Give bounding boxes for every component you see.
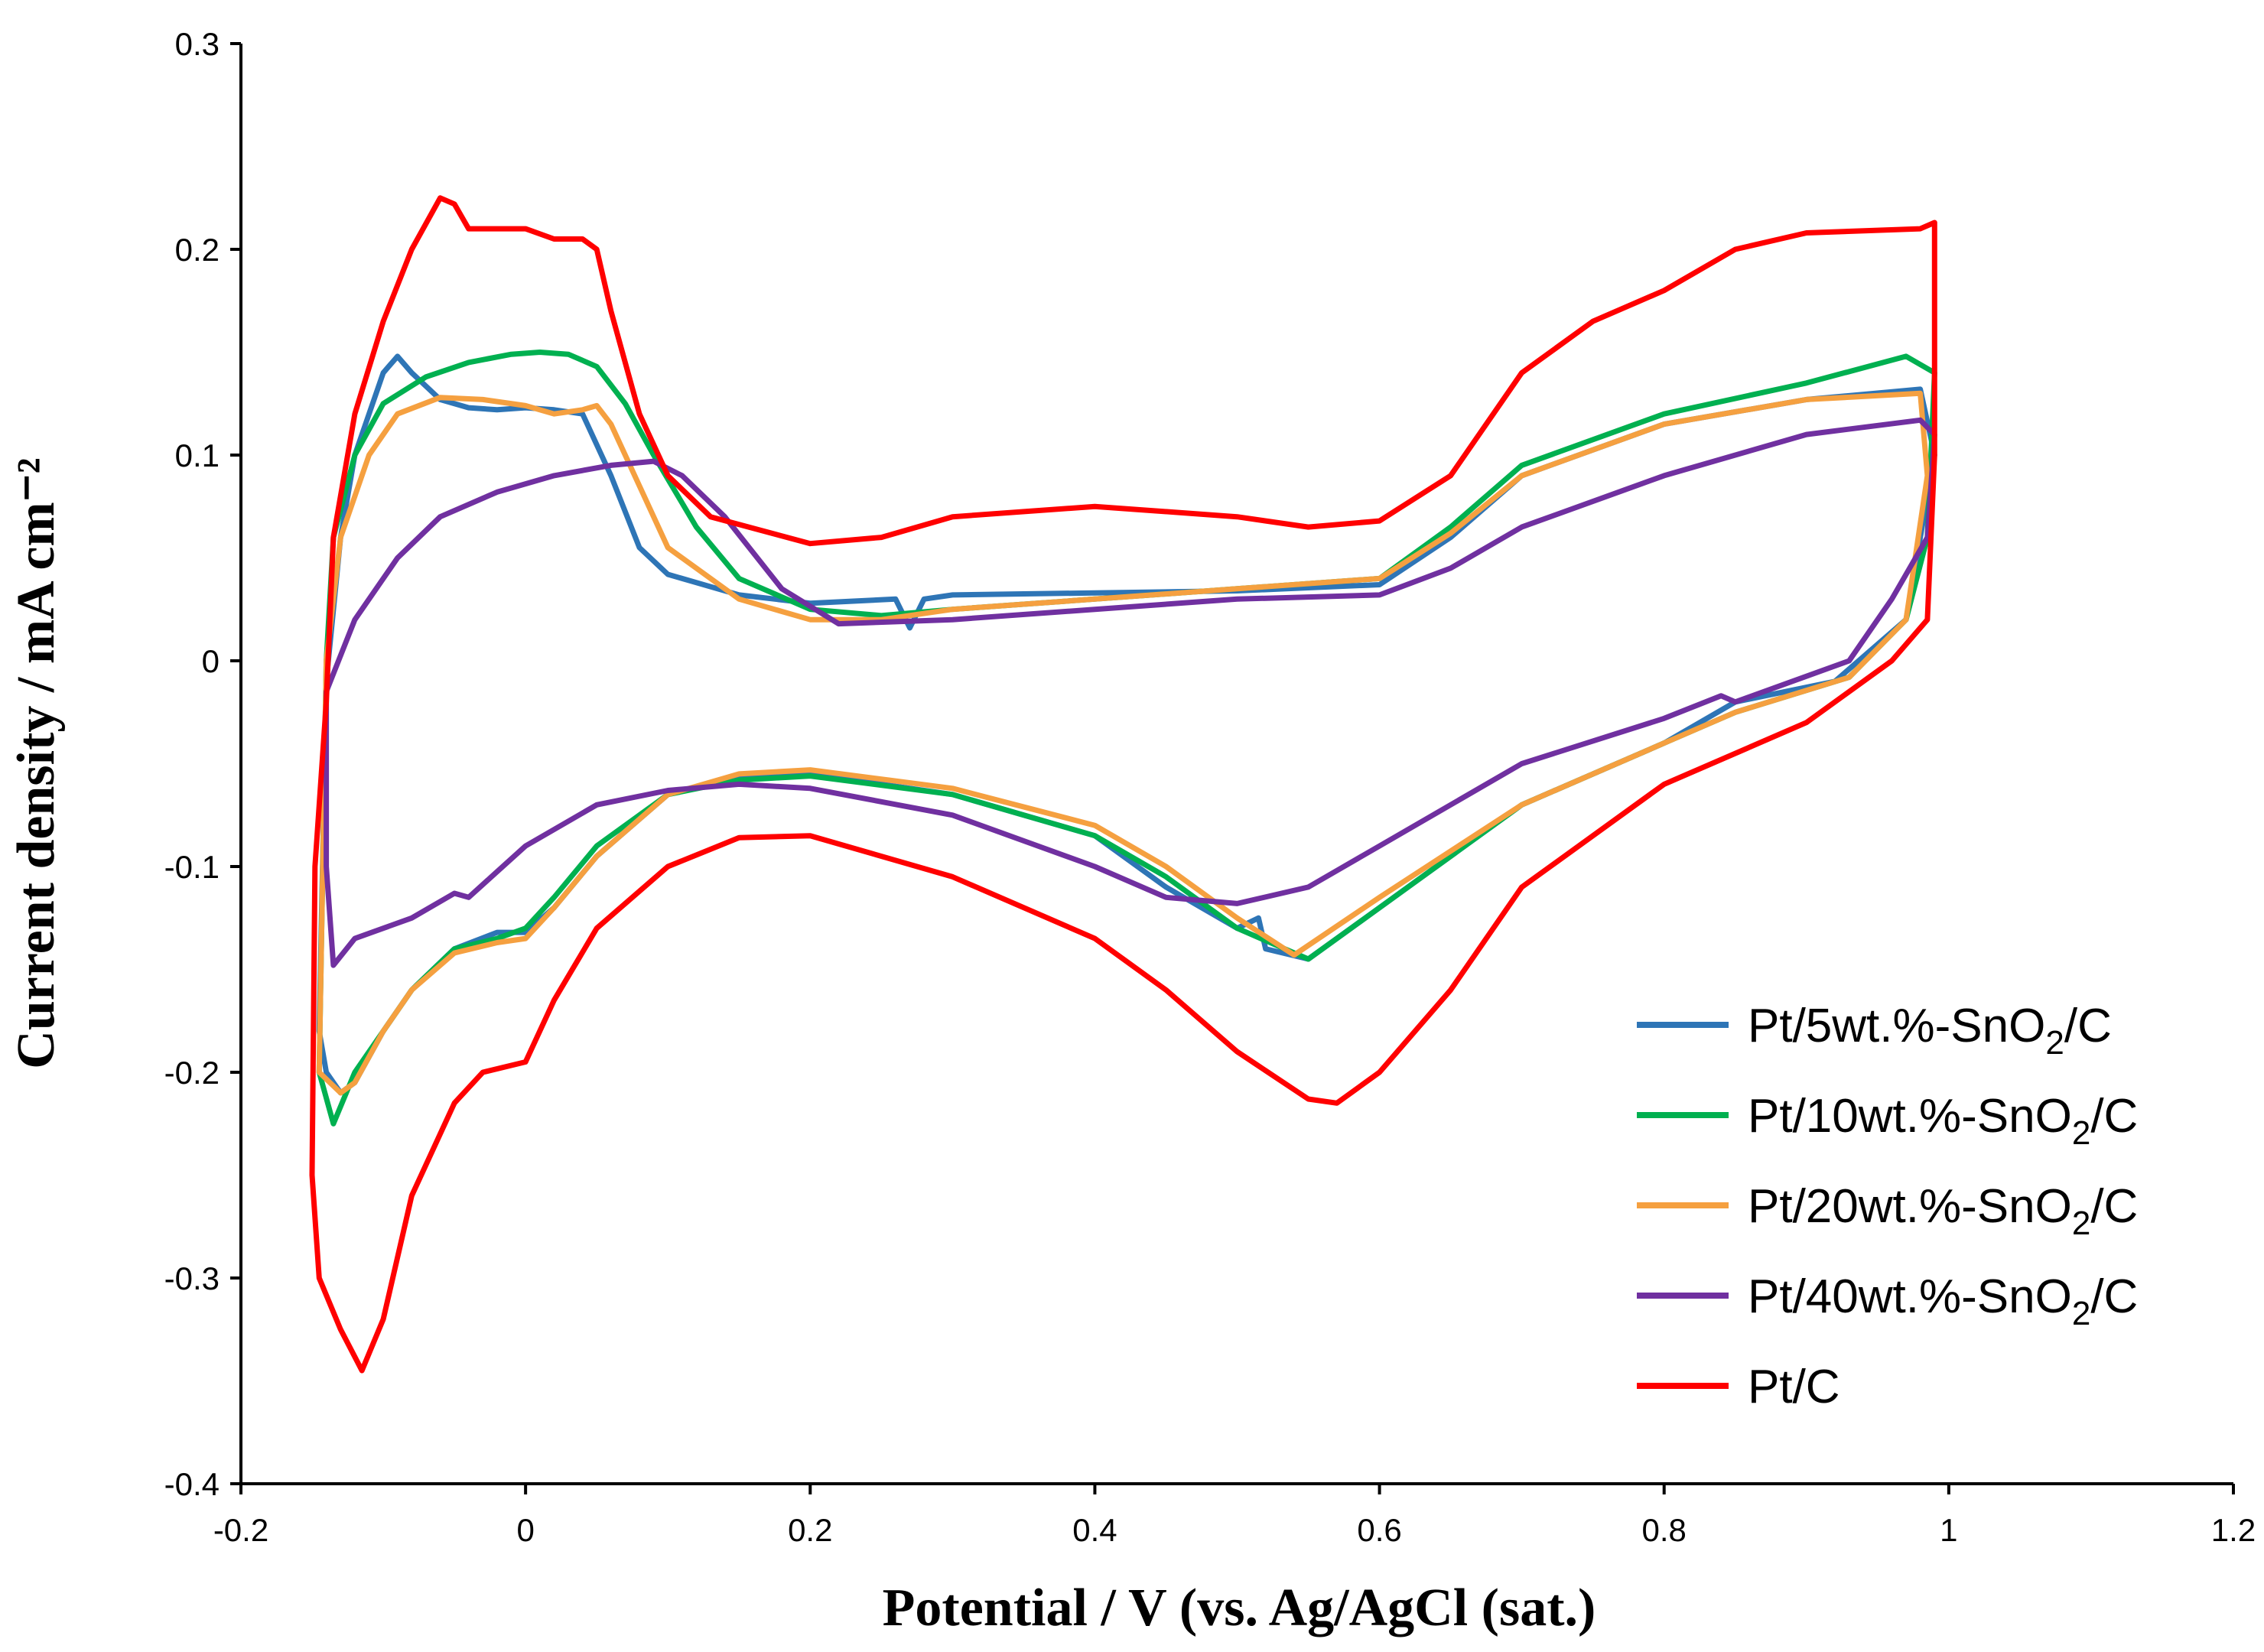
- legend-label-tail: /C: [2090, 1090, 2138, 1143]
- x-tick-label: 0.8: [1642, 1512, 1687, 1548]
- legend-label-subscript: 2: [2045, 1024, 2064, 1062]
- x-axis-title: Potential / V (vs. Ag/AgCl (sat.): [883, 1579, 1596, 1637]
- y-tick-label: 0.2: [175, 232, 220, 268]
- legend-label: Pt/10wt.%-SnO2/C: [1748, 1090, 2138, 1152]
- y-tick-label: 0: [202, 643, 220, 679]
- legend-label: Pt/5wt.%-SnO2/C: [1748, 1000, 2112, 1062]
- y-tick-label: -0.3: [164, 1260, 220, 1296]
- legend-label-main: Pt/20wt.%-SnO: [1748, 1180, 2072, 1233]
- series-line-4: [324, 417, 1937, 968]
- y-tick-label: 0.1: [175, 437, 220, 473]
- legend-label-subscript: 2: [2072, 1114, 2090, 1152]
- x-tick-label: 1.2: [2211, 1512, 2256, 1548]
- series-line-5: [309, 195, 1937, 1374]
- x-tick-label: 1: [1940, 1512, 1957, 1548]
- series-layer: [309, 195, 1937, 1374]
- legend-label-main: Pt/10wt.%-SnO: [1748, 1090, 2072, 1143]
- y-tick-label: -0.2: [164, 1055, 220, 1091]
- plot-area: 0.3 0.2 0.1 0 -0.1 -0.2 -0.3 -0.4 -0.2 0 0.2 0.4 0.…: [164, 26, 2256, 1548]
- y-tick-label: 0.3: [175, 26, 220, 62]
- y-axis-title: Current density / mA cm⁻²: [7, 457, 66, 1068]
- y-tick-label: -0.1: [164, 849, 220, 885]
- x-tick-label: 0.6: [1357, 1512, 1401, 1548]
- legend-label: Pt/40wt.%-SnO2/C: [1748, 1270, 2138, 1332]
- y-ticks: 0.3 0.2 0.1 0 -0.1 -0.2 -0.3 -0.4: [164, 26, 241, 1502]
- legend-label-main: Pt/40wt.%-SnO: [1748, 1270, 2072, 1323]
- legend-label-subscript: 2: [2072, 1295, 2090, 1332]
- legend-label-tail: /C: [2090, 1180, 2138, 1233]
- x-tick-label: -0.2: [213, 1512, 268, 1548]
- legend: Pt/5wt.%-SnO2/CPt/10wt.%-SnO2/CPt/20wt.%…: [1637, 1000, 2138, 1413]
- legend-label-tail: /C: [2064, 1000, 2112, 1052]
- legend-label-subscript: 2: [2072, 1205, 2090, 1242]
- x-tick-label: 0: [516, 1512, 534, 1548]
- series-line-3: [316, 390, 1931, 1096]
- legend-label-tail: /C: [2090, 1270, 2138, 1323]
- legend-label: Pt/20wt.%-SnO2/C: [1748, 1180, 2138, 1242]
- legend-label-main: Pt/5wt.%-SnO: [1748, 1000, 2045, 1052]
- x-ticks: -0.2 0 0.2 0.4 0.6 0.8 1 1.2: [213, 1484, 2256, 1548]
- legend-label-main: Pt/C: [1748, 1361, 1840, 1413]
- x-tick-label: 0.4: [1072, 1512, 1117, 1548]
- legend-label: Pt/C: [1748, 1361, 1840, 1413]
- y-tick-label: -0.4: [164, 1466, 220, 1502]
- x-tick-label: 0.2: [788, 1512, 832, 1548]
